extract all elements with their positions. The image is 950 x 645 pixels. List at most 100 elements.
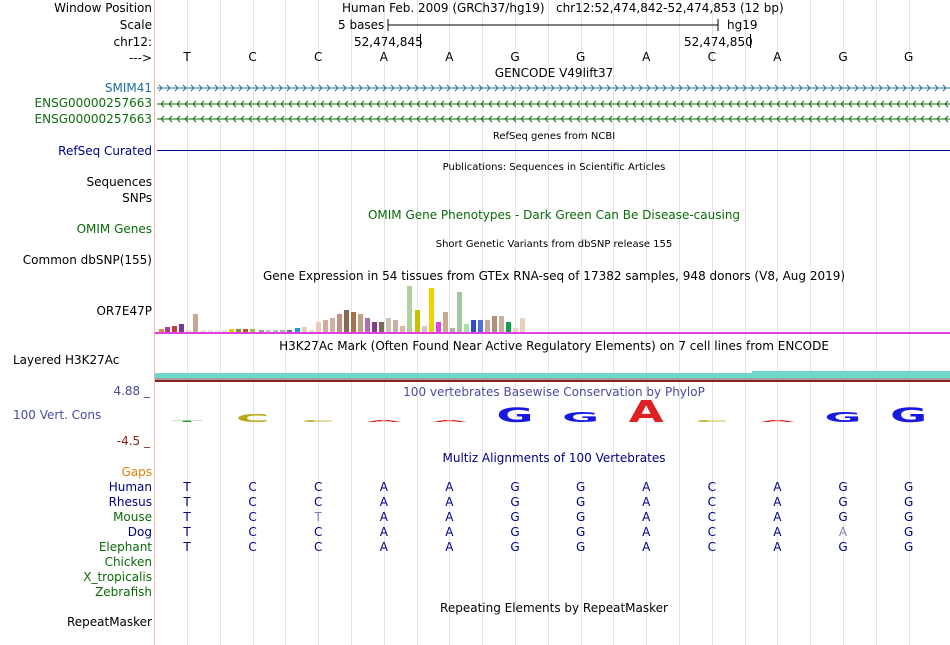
base-letter: A [445, 50, 454, 64]
cons-max-label: 4.88 _ [113, 384, 150, 398]
alignment-base: C [313, 525, 323, 539]
sequences-label[interactable]: Sequences [86, 175, 152, 189]
alignment-base: C [248, 495, 257, 509]
species-label-elephant[interactable]: Elephant [98, 540, 152, 554]
window-coordinates: chr12:52,474,842-52,474,853 (12 bp) [555, 1, 784, 15]
gtex-bar [266, 330, 271, 332]
window-position-label: Window Position [54, 1, 152, 15]
alignment-base: G [838, 480, 848, 494]
gtex-bar [302, 327, 307, 332]
alignment-base: A [773, 525, 782, 539]
alignment-base: G [903, 480, 914, 494]
phylop-logo-letter: A [629, 395, 664, 430]
gtex-bar [159, 329, 164, 332]
common-dbsnp-label[interactable]: Common dbSNP(155) [22, 253, 152, 267]
gtex-bar [165, 327, 170, 332]
gtex-bar [273, 330, 278, 332]
alignment-base: G [575, 540, 586, 554]
gtex-bar [471, 320, 476, 332]
cons-min-label: -4.5 _ [116, 434, 150, 448]
alignment-base: G [903, 510, 914, 524]
alignment-base: A [773, 540, 782, 554]
alignment-base: T [183, 525, 191, 539]
alignment-base: A [642, 525, 651, 539]
gtex-bar [429, 288, 434, 332]
refseq-curated-line[interactable] [157, 150, 950, 151]
ensg-label-2[interactable]: ENSG00000257663 [34, 112, 152, 126]
gtex-bar [323, 320, 328, 332]
gtex-bar [400, 326, 405, 332]
phylop-logo-letter: T [172, 421, 203, 423]
gtex-bar [250, 329, 255, 332]
alignment-base: C [707, 525, 716, 539]
h3k27ac-signal[interactable] [155, 370, 950, 384]
species-label-rhesus[interactable]: Rhesus [108, 495, 152, 509]
gtex-bar [478, 320, 483, 332]
phylop-logo-letter: G [562, 409, 599, 425]
alignment-base: C [313, 480, 323, 494]
species-label-human[interactable]: Human [108, 480, 152, 494]
alignment-base: A [445, 480, 454, 494]
gtex-bar [316, 322, 321, 332]
phylop-logo-letter: G [497, 405, 534, 427]
species-label-mouse[interactable]: Mouse [113, 510, 152, 524]
assembly-name: Human Feb. 2009 (GRCh37/hg19) [342, 1, 545, 15]
phylop-logo-letter: A [366, 419, 401, 422]
chrom-label: chr12: [113, 35, 152, 49]
gtex-expression-chart[interactable] [155, 284, 950, 336]
phylop-logo-letter: C [302, 419, 335, 422]
gtex-bar [436, 322, 441, 332]
gaps-label[interactable]: Gaps [121, 465, 152, 479]
alignment-base: A [642, 480, 651, 494]
alignment-base: T [314, 510, 322, 524]
base-letter: C [313, 50, 323, 64]
species-label-x_tropicalis[interactable]: X_tropicalis [83, 570, 152, 584]
gtex-bar [520, 318, 525, 332]
species-label-zebrafish[interactable]: Zebrafish [95, 585, 152, 599]
alignment-base: A [773, 510, 782, 524]
species-label-chicken[interactable]: Chicken [104, 555, 152, 569]
ensg-gene-1[interactable] [157, 98, 950, 110]
db-label: hg19 [727, 18, 758, 32]
snps-label[interactable]: SNPs [122, 191, 152, 205]
alignment-base: A [379, 525, 388, 539]
alignment-base: C [707, 480, 716, 494]
smim41-gene[interactable] [157, 82, 950, 94]
alignment-base: A [773, 495, 782, 509]
alignment-base: C [313, 495, 323, 509]
alignment-base: G [838, 510, 848, 524]
gtex-bar [344, 310, 349, 332]
alignment-base: A [445, 495, 454, 509]
ensg-label-1[interactable]: ENSG00000257663 [34, 96, 152, 110]
layered-h3k27ac-label[interactable]: Layered H3K27Ac [13, 353, 120, 367]
gtex-bar [259, 330, 264, 332]
omim-genes-label[interactable]: OMIM Genes [76, 222, 152, 236]
refseq-curated-label[interactable]: RefSeq Curated [58, 144, 152, 158]
alignment-base: G [510, 510, 520, 524]
ensg-gene-2[interactable] [157, 113, 950, 125]
base-letter: G [838, 50, 848, 64]
smim41-label[interactable]: SMIM41 [104, 81, 152, 95]
alignment-base: T [183, 495, 191, 509]
alignment-base: G [903, 495, 914, 509]
alignment-base: C [248, 540, 257, 554]
coord-tick-mark-2 [750, 34, 751, 48]
species-label-dog[interactable]: Dog [127, 525, 152, 539]
gtex-bar [236, 329, 241, 332]
gtex-bar [208, 330, 213, 332]
alignment-base: G [575, 495, 586, 509]
alignment-base: A [379, 480, 388, 494]
vert-cons-label[interactable]: 100 Vert. Cons [13, 408, 102, 422]
alignment-base: C [707, 540, 716, 554]
gtex-bar [464, 324, 469, 332]
alignment-base: G [575, 510, 586, 524]
alignment-base: A [642, 540, 651, 554]
phylop-logo-letter: G [890, 405, 927, 427]
gtex-bar [287, 330, 292, 332]
gtex-bar [407, 286, 412, 332]
alignment-base: G [510, 480, 520, 494]
repeatmasker-label[interactable]: RepeatMasker [66, 615, 152, 629]
phylop-logo-letter: A [432, 419, 467, 422]
or7e47p-label[interactable]: OR7E47P [96, 304, 152, 318]
